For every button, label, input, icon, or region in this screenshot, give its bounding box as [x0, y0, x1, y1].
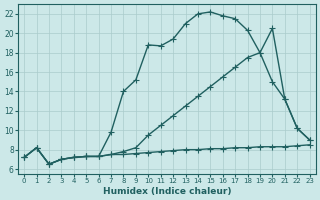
- X-axis label: Humidex (Indice chaleur): Humidex (Indice chaleur): [103, 187, 231, 196]
